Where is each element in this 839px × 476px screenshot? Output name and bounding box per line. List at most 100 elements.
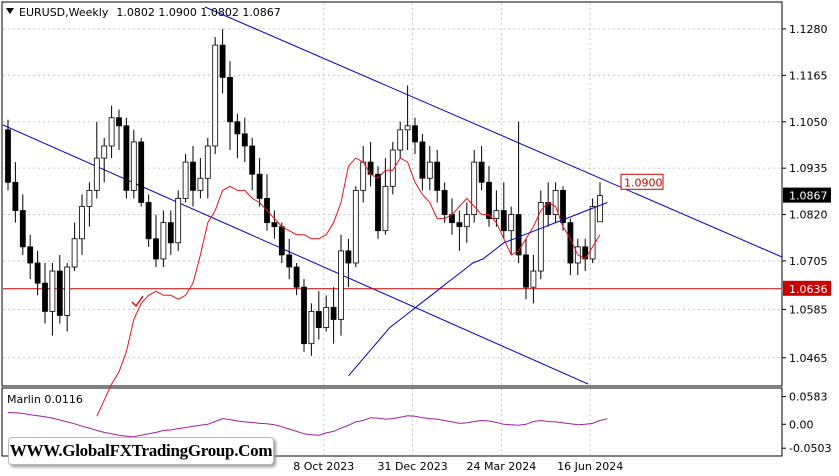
candle (471, 150, 478, 223)
candle (86, 182, 93, 227)
candle (5, 119, 11, 191)
candle-body (108, 117, 115, 147)
candle-body (204, 145, 211, 179)
current-price-label: 1.0867 (789, 190, 828, 203)
osc-tick-label: 0.0583 (789, 391, 828, 404)
candle (478, 145, 485, 191)
x-tick-label: 8 Oct 2023 (293, 460, 354, 473)
candle (227, 61, 233, 151)
candle-body (197, 177, 204, 191)
candle (308, 303, 315, 356)
candle-body (241, 133, 248, 147)
candle (234, 113, 241, 159)
candle-body (12, 181, 19, 211)
candle-body (523, 254, 529, 288)
candle (19, 194, 26, 255)
trendlines (2, 6, 783, 385)
candle-body (190, 161, 196, 191)
candle (293, 262, 300, 296)
candle-body (138, 141, 145, 203)
candle (352, 186, 359, 268)
candle (56, 254, 63, 324)
candle-body (182, 161, 189, 199)
candle (116, 109, 122, 151)
oscillator-line (7, 411, 608, 438)
ohlc-label: 1.0802 1.0900 1.0802 1.0867 (116, 6, 280, 19)
level-price-label: 1.0636 (789, 283, 828, 296)
candle (404, 85, 411, 151)
marlin-oscillator (7, 411, 608, 438)
candle-body (130, 141, 137, 191)
candle-body (404, 125, 411, 131)
time-axis: 8 Oct 2023 31 Dec 2023 24 Mar 2024 16 Jun 2… (293, 460, 623, 473)
candle (271, 210, 278, 239)
x-tick-label: 16 Jun 2024 (557, 460, 623, 473)
candle (49, 262, 56, 336)
candle-body (560, 189, 566, 224)
candle-body (42, 282, 48, 312)
indicator-label: Marlin 0.0116 (7, 393, 83, 406)
candle-body (79, 206, 85, 240)
candle (167, 210, 174, 255)
candle-body (382, 185, 389, 232)
candle (64, 262, 71, 332)
candle-body (508, 214, 515, 232)
candle (463, 202, 470, 243)
candle (597, 182, 603, 223)
candle-body (34, 262, 41, 284)
dropdown-triangle-icon[interactable] (6, 8, 14, 14)
candle-body (301, 286, 307, 345)
candle-body (352, 189, 359, 264)
candle-body (515, 214, 522, 256)
candle-body (167, 222, 174, 244)
candle (530, 254, 537, 304)
x-tick-label: 24 Mar 2024 (467, 460, 537, 473)
chart-header: EURUSD,Weekly 1.0802 1.0900 1.0802 1.0867 (19, 6, 281, 19)
candle-body (219, 44, 226, 78)
candle-body (412, 125, 418, 143)
candle (219, 28, 226, 94)
candle-body (493, 210, 500, 220)
candle-body (582, 246, 589, 260)
candle-body (500, 210, 507, 232)
candle (397, 121, 404, 159)
candle-body (360, 161, 367, 191)
candle-body (56, 270, 63, 316)
candle-body (227, 76, 233, 123)
candle-body (278, 226, 285, 256)
candle-body (486, 181, 492, 220)
candle (301, 279, 307, 352)
candle (434, 150, 441, 203)
y-tick-label: 1.1280 (789, 23, 828, 36)
candle (560, 186, 566, 231)
candle (426, 145, 433, 191)
candle (79, 194, 85, 255)
candle (145, 194, 152, 247)
candle-body (434, 161, 441, 191)
candle-body (441, 189, 448, 215)
candle (589, 198, 596, 263)
candle-body (153, 238, 159, 260)
candle (175, 190, 182, 251)
candle (338, 234, 344, 336)
candle (323, 295, 330, 332)
candle (12, 162, 19, 223)
candle (389, 141, 396, 195)
grid (3, 3, 781, 455)
candle-body (93, 157, 100, 191)
candle-body (389, 149, 396, 187)
candle (197, 158, 204, 199)
candle-body (419, 141, 426, 179)
level-price-box (783, 280, 831, 296)
moving-average (96, 157, 608, 417)
candle (27, 234, 34, 280)
candle (42, 262, 48, 324)
upper-trendline (204, 6, 783, 258)
candle-body (271, 222, 278, 228)
candle (212, 37, 219, 155)
candle (71, 222, 78, 272)
candle (419, 133, 426, 191)
candle (108, 105, 115, 159)
candle (101, 137, 108, 183)
candle-body (308, 310, 315, 345)
